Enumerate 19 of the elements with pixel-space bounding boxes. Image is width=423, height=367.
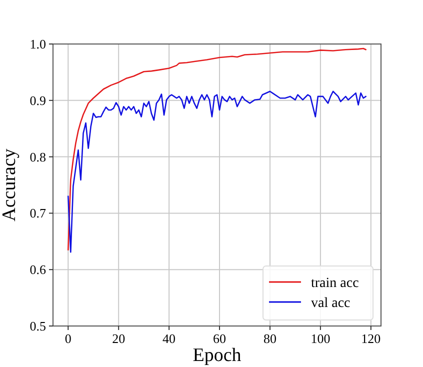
y-tick-label: 0.7	[30, 206, 46, 221]
legend-label: val acc	[311, 296, 350, 311]
line-series	[67, 90, 367, 253]
y-tick-label: 1.0	[30, 36, 46, 52]
x-tick-label: 80	[263, 331, 276, 346]
x-tick-label: 20	[112, 331, 126, 346]
y-tick-label: 0.5	[30, 318, 46, 334]
y-tick-label: 0.8	[30, 149, 46, 164]
legend-label: train acc	[311, 276, 359, 291]
y-axis-title: Accuracy	[0, 148, 20, 222]
line-series	[67, 48, 367, 251]
x-tick-label: 60	[213, 331, 226, 346]
x-tick-label: 100	[310, 331, 330, 346]
x-tick-label: 120	[361, 331, 381, 346]
x-tick-label: 0	[64, 331, 72, 346]
x-axis-title: Epoch	[192, 345, 242, 366]
y-tick-label: 0.6	[30, 262, 46, 278]
y-tick-label: 0.9	[30, 92, 46, 108]
x-tick-label: 40	[162, 331, 176, 346]
